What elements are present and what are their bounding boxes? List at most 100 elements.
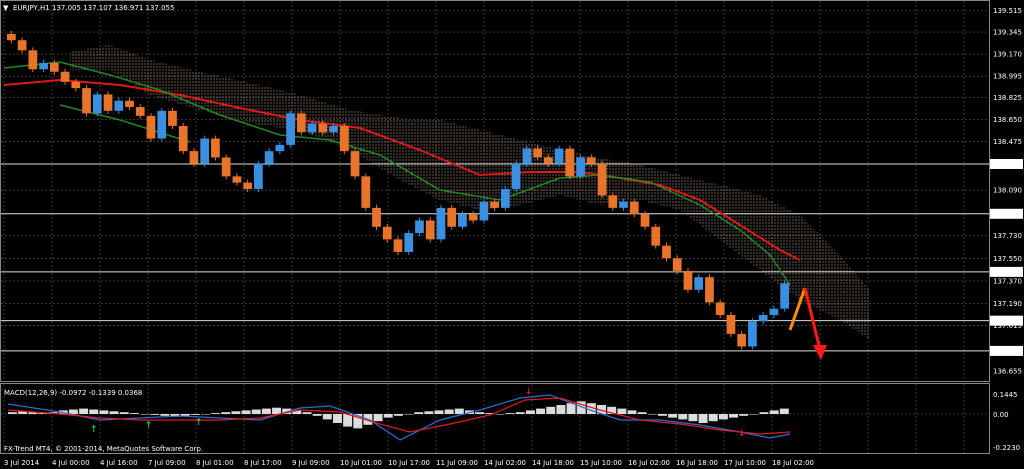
candle-body [404,233,414,252]
candle-body [415,220,424,234]
macd-histogram-bar [28,412,38,414]
candle-body [501,188,510,208]
candle-body [17,40,27,51]
price-tag [990,345,1023,356]
macd-histogram-bar [708,414,718,422]
ma-red-line [3,78,801,261]
macd-histogram-bar [160,414,170,416]
candle-body [125,100,134,108]
candles [7,30,789,350]
price-label: 136.655 [993,368,1022,376]
macd-histogram-bar [18,411,28,414]
macd-histogram-bar [759,412,769,414]
candle-body [286,113,295,145]
candle-body [168,110,177,126]
macd-histogram-bar [739,414,749,416]
price-label: 138.475 [993,138,1022,146]
macd-indicator: ↑ ↑ ↑ ↓ ↓ [1,387,989,441]
candle-body [221,157,231,177]
candle-body [114,100,124,111]
candle-body [361,176,371,208]
macd-histogram-bar [597,405,606,414]
macd-histogram-bar [424,411,434,414]
candle-body [586,157,596,164]
price-label: 137.730 [993,232,1022,240]
macd-histogram-bar [444,409,454,414]
candle-body [533,148,542,158]
macd-histogram-bar [8,412,17,414]
time-label: 10 Jul 01:00 [340,459,382,467]
arrow-head-icon [813,345,827,360]
dropdown-arrow-icon[interactable]: ▼ [3,4,9,12]
time-label: 10 Jul 17:00 [388,459,430,467]
candle-body [243,182,253,189]
candle-body [425,220,435,240]
candle-body [372,207,381,227]
buy-arrow-icon: ↑ [90,425,98,435]
macd-histogram-bar [221,412,231,414]
macd-histogram-bar [525,410,535,414]
candle-body [522,148,532,164]
sell-arrow-icon: ↓ [525,387,533,397]
macd-histogram-bar [99,410,109,414]
macd-histogram-bar [434,410,444,414]
price-tag [990,159,1023,170]
candle-body [189,151,199,164]
macd-histogram-bar [129,413,139,414]
candle-body [71,81,81,89]
macd-histogram-bar [170,414,180,417]
candle-body [694,277,704,290]
buy-arrow-icon: ↑ [145,421,153,431]
time-label: 14 Jul 02:00 [484,459,526,467]
candle-body [28,50,38,70]
candle-body [715,302,725,315]
forecast-down-arrow [803,287,822,351]
macd-histogram-bar [211,413,221,414]
candle-body [393,239,403,252]
macd-histogram-bar [68,409,78,414]
price-label: 138.090 [993,187,1022,195]
price-tag [990,208,1023,219]
candle-body [748,321,757,347]
macd-axis-label: 0.00 [993,411,1009,419]
candle-body [211,138,220,158]
macd-histogram-bar [475,412,485,414]
macd-histogram-bar [393,414,403,416]
price-label: 138.825 [993,94,1022,102]
macd-histogram-bar [668,414,678,418]
candle-body [135,107,145,116]
buy-arrow-icon: ↑ [195,418,203,428]
macd-histogram-bar [79,408,89,414]
price-label: 137.055 [993,317,1022,325]
price-label: 138.995 [993,73,1022,81]
candle-body [780,283,789,309]
macd-axis-label: -0.2230 [993,444,1020,452]
macd-histogram-bar [89,409,99,414]
time-label: 18 Jul 02:00 [772,459,814,467]
price-label: 138.298 [993,161,1022,169]
sell-arrow-icon: ↓ [738,429,746,439]
macd-histogram-bar [688,414,698,422]
time-label: 8 Jul 17:00 [244,459,282,467]
candle-body [329,125,338,133]
time-label: 15 Jul 10:00 [580,459,622,467]
price-tag [990,266,1023,277]
macd-histogram-bar [586,403,596,414]
price-label: 137.442 [993,268,1022,276]
macd-histogram-bar [414,412,424,414]
time-label: 16 Jul 18:00 [676,459,718,467]
macd-histogram-bar [495,414,505,415]
candle-body [339,125,349,152]
time-label: 9 Jul 09:00 [292,459,330,467]
price-label: 137.190 [993,300,1022,308]
macd-histogram-bar [231,411,241,414]
candle-body [382,226,392,240]
symbol-info: EURJPY,H1 137.005 137.107 136.971 137.05… [13,4,174,12]
macd-histogram-bar [373,414,383,422]
candle-body [157,110,167,139]
candle-body [350,151,360,177]
price-label: 137.370 [993,277,1022,285]
macd-histogram-bar [180,414,190,416]
candle-body [758,314,768,322]
